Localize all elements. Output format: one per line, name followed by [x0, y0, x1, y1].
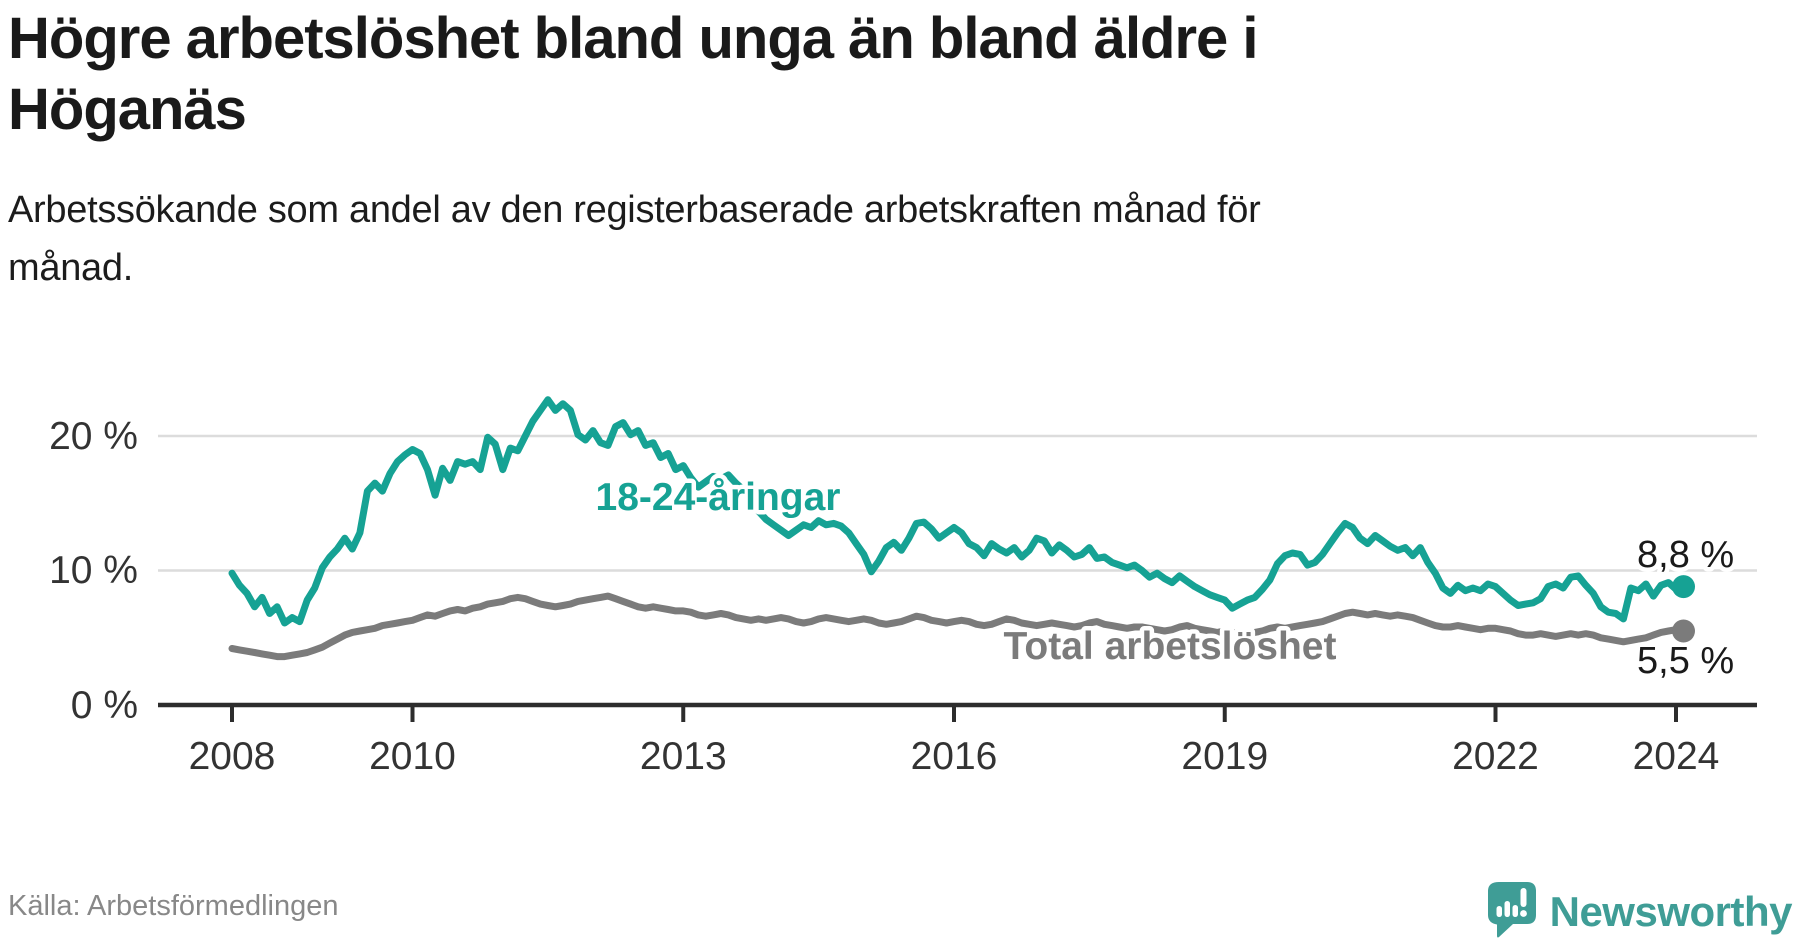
title-line-2: Höganäs — [8, 76, 247, 142]
x-tick-label-2024: 2024 — [1633, 735, 1720, 778]
total-end-dot — [1672, 619, 1695, 643]
y-tick-0: 0 % — [71, 684, 138, 727]
source-credit: Källa: Arbetsförmedlingen — [8, 890, 339, 922]
youth-unemployment-line — [228, 396, 1687, 627]
y-tick-20: 20 % — [49, 415, 138, 458]
youth-end-dot — [1672, 575, 1695, 599]
newsworthy-brand-name: Newsworthy — [1549, 887, 1793, 935]
title-line-1: Högre arbetslöshet bland unga än bland ä… — [8, 6, 1259, 71]
total-end-value: 5,5 % — [1637, 640, 1734, 682]
x-axis-ticks — [230, 705, 1678, 722]
x-tick-label-2013: 2013 — [640, 735, 727, 778]
x-tick-label-2008: 2008 — [189, 735, 276, 778]
newsworthy-brand: Newsworthy — [1486, 880, 1793, 943]
y-tick-10: 10 % — [49, 549, 138, 592]
x-tick-label-2019: 2019 — [1181, 735, 1268, 778]
chart-title: Högre arbetslöshet bland unga än bland ä… — [8, 4, 1768, 146]
x-tick-label-2010: 2010 — [369, 735, 456, 778]
x-tick-label-2022: 2022 — [1452, 735, 1539, 778]
subtitle-line-2: månad. — [8, 246, 133, 289]
chart-subtitle: Arbetssökande som andel av den registerb… — [8, 182, 1488, 298]
total-unemployment-line — [228, 592, 1687, 661]
total-series-label: Total arbetslöshet — [1003, 625, 1336, 668]
newsworthy-logo-icon — [1486, 880, 1538, 943]
line-chart: 20 % 10 % 0 % 2008 2010 2013 2016 2019 2… — [49, 396, 1757, 778]
youth-series-label: 18-24-åringar — [596, 476, 841, 519]
youth-end-value: 8,8 % — [1637, 534, 1734, 576]
x-tick-label-2016: 2016 — [911, 735, 998, 778]
subtitle-line-1: Arbetssökande som andel av den registerb… — [8, 189, 1261, 231]
